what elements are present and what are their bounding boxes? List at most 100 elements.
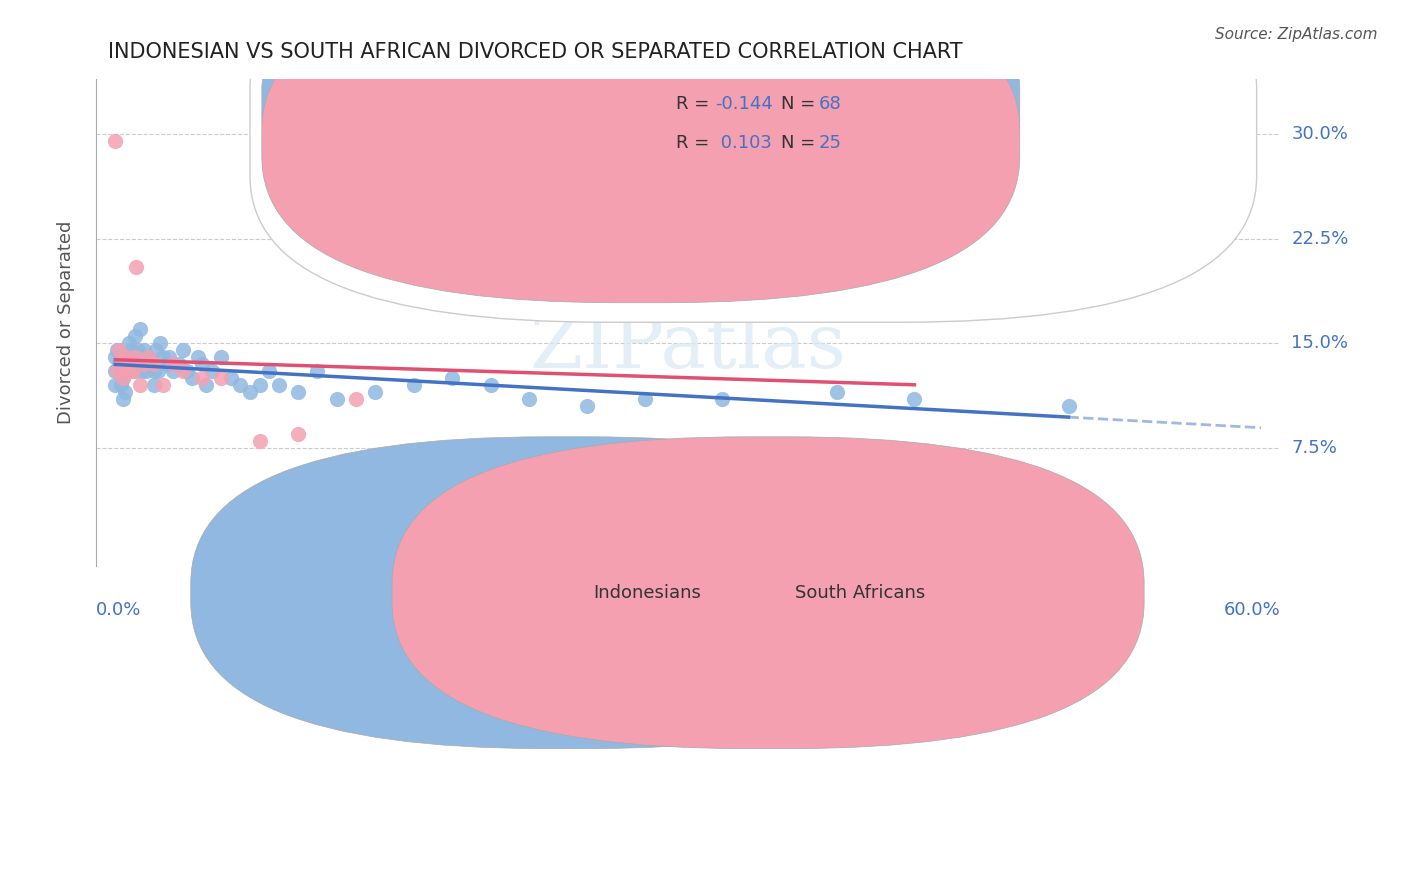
Point [114, 350, 136, 364]
Point [903, 392, 925, 406]
Point [142, 378, 165, 392]
Point [115, 350, 138, 364]
Point [142, 357, 165, 371]
Point [344, 392, 367, 406]
Point [127, 343, 149, 357]
Point [105, 343, 128, 357]
Text: -0.144: -0.144 [716, 95, 773, 113]
Point [135, 364, 157, 378]
Point [287, 426, 309, 441]
Point [219, 371, 242, 385]
FancyBboxPatch shape [262, 0, 1019, 264]
Point [710, 392, 733, 406]
Point [111, 371, 134, 385]
Point [172, 343, 194, 357]
Point [249, 434, 271, 448]
Point [124, 329, 146, 343]
Point [129, 350, 152, 364]
Text: 15.0%: 15.0% [1292, 334, 1348, 352]
Point [441, 441, 464, 455]
Point [120, 357, 142, 371]
Point [110, 357, 132, 371]
Point [121, 350, 143, 364]
Point [181, 371, 204, 385]
Point [136, 350, 159, 364]
Point [162, 357, 184, 371]
Point [172, 364, 194, 378]
Text: 0.0%: 0.0% [96, 600, 142, 619]
Point [110, 364, 132, 378]
Point [104, 378, 127, 392]
Text: 25: 25 [818, 135, 841, 153]
Point [402, 378, 425, 392]
Point [111, 392, 134, 406]
Point [209, 371, 232, 385]
Point [146, 364, 169, 378]
Text: N =: N = [780, 135, 821, 153]
Point [124, 364, 146, 378]
Point [1057, 399, 1080, 413]
Text: 60.0%: 60.0% [1223, 600, 1281, 619]
Point [162, 364, 184, 378]
FancyBboxPatch shape [262, 0, 1019, 302]
Point [441, 371, 464, 385]
Point [576, 399, 599, 413]
Point [187, 350, 209, 364]
Point [200, 364, 222, 378]
Point [118, 364, 141, 378]
Point [267, 378, 290, 392]
Point [156, 357, 179, 371]
Point [229, 378, 252, 392]
Point [120, 343, 142, 357]
Text: Source: ZipAtlas.com: Source: ZipAtlas.com [1215, 27, 1378, 42]
Text: ZIPatlas: ZIPatlas [530, 310, 846, 384]
Point [129, 322, 152, 336]
Point [134, 357, 156, 371]
Point [114, 350, 136, 364]
Text: 7.5%: 7.5% [1292, 439, 1337, 457]
Point [110, 378, 132, 392]
Text: 68: 68 [818, 95, 841, 113]
Point [287, 384, 309, 399]
Point [307, 364, 329, 378]
Point [479, 378, 502, 392]
FancyBboxPatch shape [250, 0, 1257, 322]
Point [108, 357, 131, 371]
Point [139, 357, 162, 371]
Point [136, 350, 159, 364]
Point [249, 378, 271, 392]
Point [134, 357, 156, 371]
Point [121, 364, 143, 378]
Text: INDONESIAN VS SOUTH AFRICAN DIVORCED OR SEPARATED CORRELATION CHART: INDONESIAN VS SOUTH AFRICAN DIVORCED OR … [108, 42, 963, 62]
Point [120, 357, 142, 371]
Point [145, 343, 167, 357]
Point [194, 378, 217, 392]
Point [104, 350, 127, 364]
Point [152, 350, 174, 364]
Point [239, 384, 262, 399]
Text: R =: R = [676, 95, 716, 113]
Point [191, 357, 214, 371]
Point [157, 350, 180, 364]
Point [176, 364, 198, 378]
Y-axis label: Divorced or Separated: Divorced or Separated [58, 220, 75, 424]
Point [131, 364, 153, 378]
Text: 0.103: 0.103 [716, 135, 772, 153]
Point [129, 378, 152, 392]
Point [118, 364, 141, 378]
Point [134, 343, 156, 357]
Point [325, 392, 347, 406]
Point [114, 364, 136, 378]
FancyBboxPatch shape [191, 437, 943, 748]
Text: Indonesians: Indonesians [593, 583, 702, 602]
Point [125, 260, 148, 274]
Point [364, 384, 387, 399]
FancyBboxPatch shape [392, 437, 1144, 748]
Point [209, 350, 232, 364]
Text: R =: R = [676, 135, 716, 153]
Point [152, 378, 174, 392]
Text: 30.0%: 30.0% [1292, 125, 1348, 144]
Point [124, 350, 146, 364]
Point [105, 364, 128, 378]
Point [108, 343, 131, 357]
